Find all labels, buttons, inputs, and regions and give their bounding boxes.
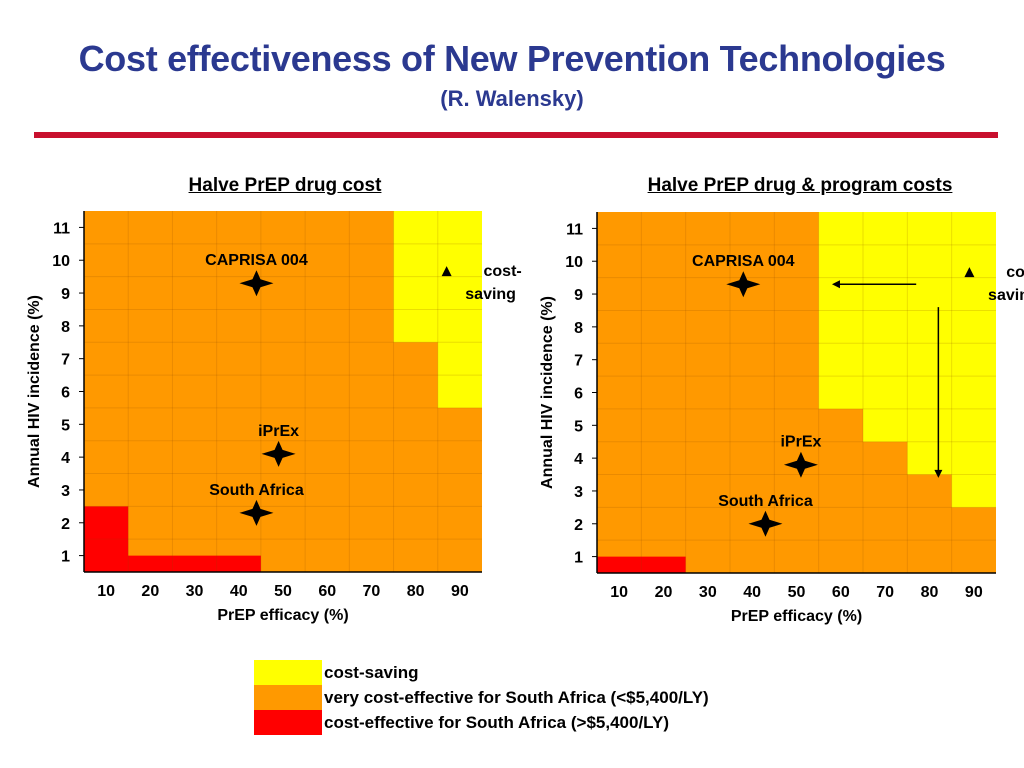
region-cost-saving — [393, 211, 482, 408]
legend-swatch — [254, 685, 322, 710]
up-arrow-icon — [964, 267, 975, 278]
x-tick-label: 20 — [655, 584, 673, 601]
star-marker — [748, 510, 783, 537]
legend-label: cost-effective for South Africa (>$5,400… — [324, 712, 669, 732]
page-subtitle: (R. Walensky) — [440, 86, 584, 111]
y-tick-label: 6 — [61, 385, 70, 402]
star-marker — [261, 440, 296, 467]
star-marker — [239, 270, 274, 297]
point-label: CAPRISA 004 — [692, 253, 795, 270]
point-label: iPrEx — [780, 434, 821, 451]
x-tick-label: 60 — [318, 583, 336, 600]
y-tick-label: 10 — [565, 254, 583, 271]
y-tick-label: 4 — [574, 451, 583, 468]
x-tick-label: 60 — [832, 584, 850, 601]
y-tick-label: 4 — [61, 450, 70, 467]
legend-label: cost-saving — [324, 662, 419, 682]
legend-item-cost-effective: cost-effective for South Africa (>$5,400… — [254, 710, 709, 735]
x-tick-label: 40 — [230, 583, 248, 600]
y-tick-label: 7 — [61, 352, 70, 369]
annotation-label: saving — [988, 287, 1024, 304]
y-tick-label: 6 — [574, 386, 583, 403]
region-cost-effective — [597, 556, 686, 573]
star-marker — [783, 451, 818, 478]
x-axis-label: PrEP efficacy (%) — [217, 607, 348, 624]
point-label: iPrEx — [258, 423, 299, 440]
x-tick-label: 30 — [699, 584, 717, 601]
legend-swatch — [254, 710, 322, 735]
point-label: South Africa — [718, 493, 813, 510]
x-tick-label: 90 — [965, 584, 983, 601]
legend-item-cost-saving: cost-saving — [254, 660, 709, 685]
x-tick-label: 70 — [363, 583, 381, 600]
region-very-cost-effective — [84, 211, 482, 572]
x-tick-label: 70 — [876, 584, 894, 601]
chart-left-title: Halve PrEP drug cost — [188, 175, 382, 196]
y-axis-label: Annual HIV incidence (%) — [26, 295, 43, 488]
legend-swatch — [254, 660, 322, 685]
x-tick-label: 30 — [186, 583, 204, 600]
grid — [597, 212, 996, 573]
legend-item-very-cost-effective: very cost-effective for South Africa (<$… — [254, 685, 709, 710]
y-tick-label: 11 — [566, 221, 583, 238]
x-tick-label: 90 — [451, 583, 469, 600]
point-label: CAPRISA 004 — [205, 252, 308, 269]
y-tick-label: 2 — [61, 516, 70, 533]
y-tick-label: 1 — [574, 550, 583, 567]
up-arrow-icon — [441, 266, 452, 277]
x-tick-label: 50 — [274, 583, 292, 600]
x-axis-label: PrEP efficacy (%) — [731, 608, 862, 625]
annotation-label: saving — [465, 286, 516, 303]
x-tick-label: 10 — [97, 583, 115, 600]
y-tick-label: 3 — [574, 484, 583, 501]
point-label: South Africa — [209, 482, 304, 499]
y-tick-label: 8 — [61, 319, 70, 336]
y-tick-label: 2 — [574, 517, 583, 534]
page-title: Cost effectiveness of New Prevention Tec… — [78, 38, 946, 79]
legend: cost-saving very cost-effective for Sout… — [254, 660, 709, 735]
y-tick-label: 11 — [53, 220, 70, 237]
down-arrow-icon — [934, 469, 943, 478]
y-tick-label: 9 — [61, 286, 70, 303]
y-axis-label: Annual HIV incidence (%) — [539, 296, 556, 489]
x-tick-label: 50 — [788, 584, 806, 601]
y-tick-label: 5 — [61, 417, 70, 434]
y-tick-label: 3 — [61, 483, 70, 500]
legend-label: very cost-effective for South Africa (<$… — [324, 687, 709, 707]
x-tick-label: 10 — [610, 584, 628, 601]
star-marker — [239, 499, 274, 526]
star-marker — [726, 271, 761, 298]
chart-right-title: Halve PrEP drug & program costs — [647, 175, 953, 196]
x-tick-label: 80 — [407, 583, 425, 600]
y-tick-label: 7 — [574, 353, 583, 370]
y-tick-label: 5 — [574, 418, 583, 435]
y-tick-label: 8 — [574, 320, 583, 337]
x-tick-label: 80 — [921, 584, 939, 601]
annotation-label: cost- — [1006, 264, 1024, 281]
x-tick-label: 40 — [743, 584, 761, 601]
region-cost-saving — [818, 212, 996, 508]
y-tick-label: 9 — [574, 287, 583, 304]
y-tick-label: 1 — [61, 549, 70, 566]
region-cost-effective — [84, 506, 261, 572]
annotation-label: cost- — [484, 263, 522, 280]
left-arrow-icon — [831, 280, 840, 289]
x-tick-label: 20 — [141, 583, 159, 600]
y-tick-label: 10 — [52, 253, 70, 270]
title-divider — [34, 132, 998, 138]
